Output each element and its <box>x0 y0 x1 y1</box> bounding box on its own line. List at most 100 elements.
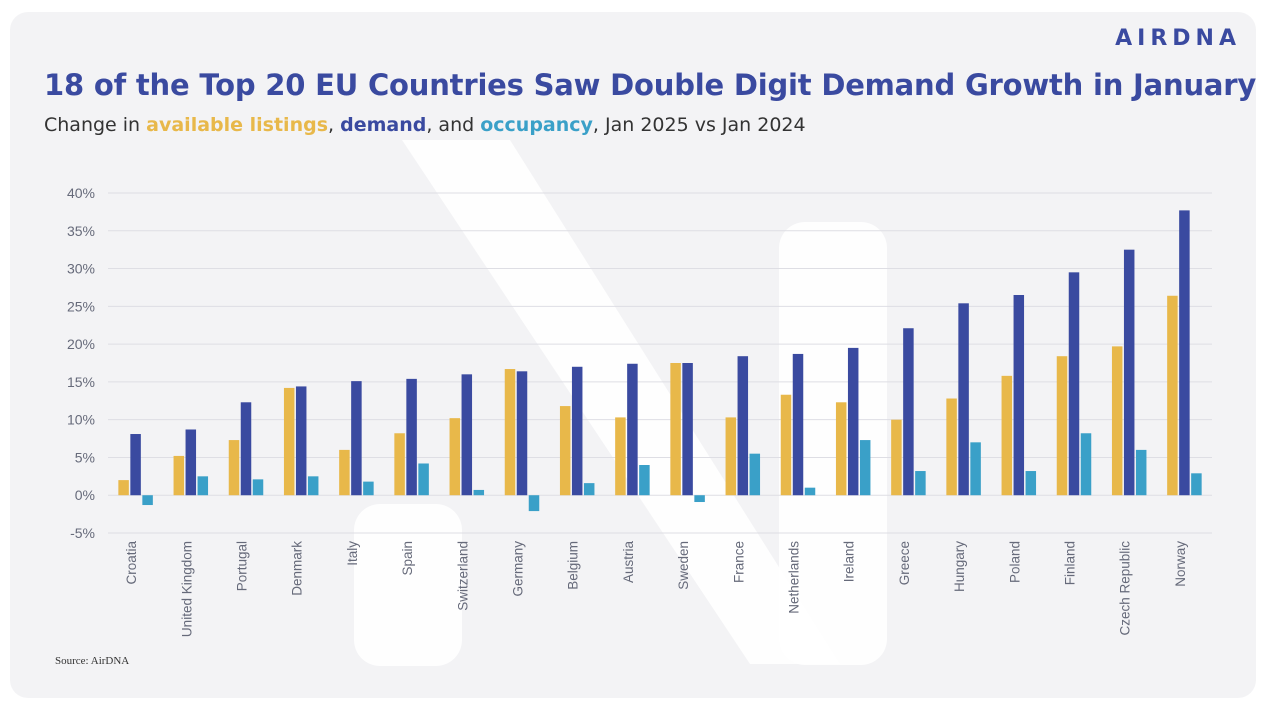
airdna-logo: AIRDNA <box>1115 26 1241 51</box>
x-tick-label: France <box>731 541 746 583</box>
x-tick-label: Belgium <box>566 541 581 590</box>
occupancy-bar <box>363 481 374 496</box>
x-tick-label: Poland <box>1007 541 1022 583</box>
occupancy-bar <box>142 495 153 506</box>
demand-bar <box>903 328 914 496</box>
listings-bar <box>283 387 295 496</box>
demand-bar <box>571 366 583 496</box>
occupancy-bar <box>1025 471 1037 496</box>
legend-available-listings: available listings <box>146 114 329 136</box>
occupancy-bar <box>307 476 319 496</box>
y-tick-label: 30% <box>67 261 95 277</box>
demand-bar <box>737 356 749 496</box>
y-tick-label: 15% <box>67 374 95 390</box>
x-tick-label: Germany <box>511 541 526 597</box>
demand-bar <box>461 374 473 496</box>
demand-bar <box>958 303 969 496</box>
x-tick-label: Switzerland <box>455 541 470 611</box>
x-tick-label: Finland <box>1063 541 1078 585</box>
listings-bar <box>725 417 737 496</box>
x-tick-label: Italy <box>345 541 360 566</box>
x-tick-label: Norway <box>1173 541 1188 587</box>
demand-bar <box>627 363 638 496</box>
listings-bar <box>780 394 792 496</box>
x-tick-label: Hungary <box>952 541 967 592</box>
demand-bar <box>130 434 141 496</box>
occupancy-bar <box>804 487 816 496</box>
legend-demand: demand <box>340 114 427 136</box>
x-tick-label: Denmark <box>290 541 305 596</box>
chart-card <box>10 12 1256 698</box>
listings-bar <box>118 480 129 496</box>
x-tick-label: Portugal <box>235 541 250 591</box>
source-note: Source: AirDNA <box>55 655 130 667</box>
occupancy-bar <box>583 483 595 496</box>
occupancy-bar <box>694 495 705 503</box>
listings-bar <box>1056 356 1068 496</box>
x-tick-label: Netherlands <box>787 541 802 614</box>
x-tick-label: Sweden <box>676 541 691 590</box>
demand-bar <box>1179 210 1190 496</box>
occupancy-bar <box>197 476 209 496</box>
demand-bar <box>516 371 528 496</box>
demand-bar <box>1123 249 1135 496</box>
listings-bar <box>1001 375 1013 496</box>
demand-bar <box>240 402 252 496</box>
demand-bar <box>406 378 417 496</box>
chart-title: 18 of the Top 20 EU Countries Saw Double… <box>44 68 1257 102</box>
demand-bar <box>351 381 362 496</box>
x-tick-label: Spain <box>400 541 415 576</box>
listings-bar <box>228 440 240 496</box>
listings-bar <box>449 418 461 496</box>
listings-bar <box>559 406 571 496</box>
occupancy-bar <box>528 495 540 512</box>
occupancy-bar <box>473 489 485 496</box>
x-tick-label: Austria <box>621 541 636 584</box>
listings-bar <box>615 417 626 496</box>
subtitle-sep1: , <box>328 114 341 136</box>
demand-bar <box>682 363 693 496</box>
listings-bar <box>173 455 185 496</box>
demand-bar <box>1013 295 1025 496</box>
legend-occupancy: occupancy <box>480 114 593 136</box>
occupancy-bar <box>252 479 264 496</box>
listings-bar <box>394 433 405 496</box>
occupancy-bar <box>749 453 761 496</box>
listings-bar <box>1111 346 1123 496</box>
y-tick-label: 25% <box>67 298 95 314</box>
subtitle-suffix: , Jan 2025 vs Jan 2024 <box>592 114 806 136</box>
x-tick-label: Croatia <box>124 541 139 585</box>
x-tick-label: Ireland <box>842 541 857 582</box>
y-tick-label: 35% <box>67 223 95 239</box>
occupancy-bar <box>859 440 871 496</box>
occupancy-bar <box>915 471 926 496</box>
occupancy-bar <box>418 463 429 496</box>
occupancy-bar <box>639 465 650 496</box>
occupancy-bar <box>1135 449 1147 496</box>
x-tick-label: Greece <box>897 541 912 585</box>
occupancy-bar <box>970 442 981 496</box>
occupancy-bar <box>1191 473 1202 496</box>
y-tick-label: 10% <box>67 412 95 428</box>
listings-bar <box>1167 295 1178 496</box>
occupancy-bar <box>1080 433 1092 496</box>
demand-bar <box>295 386 307 496</box>
listings-bar <box>891 419 902 496</box>
listings-bar <box>339 449 350 496</box>
demand-bar <box>185 429 197 496</box>
subtitle-sep2: , and <box>426 114 481 136</box>
listings-bar <box>670 363 681 496</box>
y-tick-label: -5% <box>70 525 95 541</box>
demand-bar <box>792 353 804 496</box>
x-tick-label: United Kingdom <box>179 541 194 637</box>
y-tick-label: 20% <box>67 336 95 352</box>
listings-bar <box>946 398 957 496</box>
chart-subtitle: Change in available listings, demand, an… <box>44 114 806 136</box>
subtitle-prefix: Change in <box>44 114 147 136</box>
y-tick-label: 40% <box>67 185 95 201</box>
demand-bar <box>847 347 859 496</box>
demand-bar <box>1068 272 1080 496</box>
y-tick-label: 5% <box>75 449 95 465</box>
y-tick-label: 0% <box>75 487 95 503</box>
